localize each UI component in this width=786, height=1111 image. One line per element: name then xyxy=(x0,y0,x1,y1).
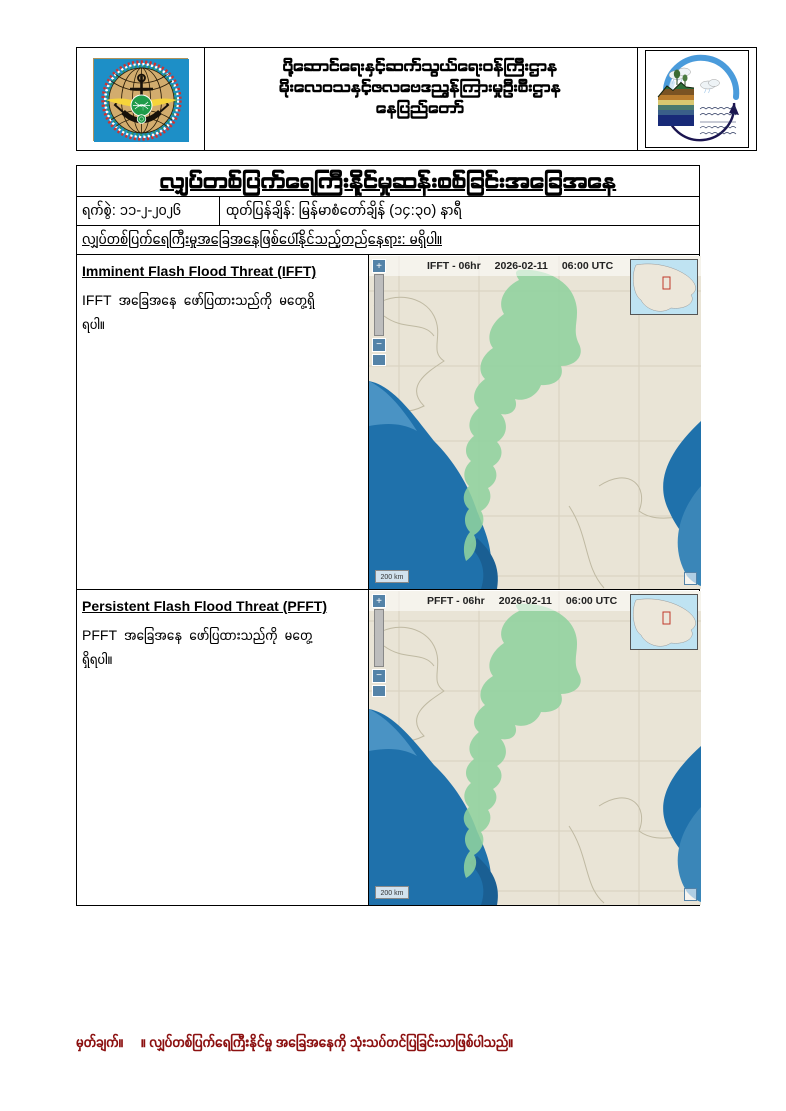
svg-text:ག: ག xyxy=(140,104,144,111)
